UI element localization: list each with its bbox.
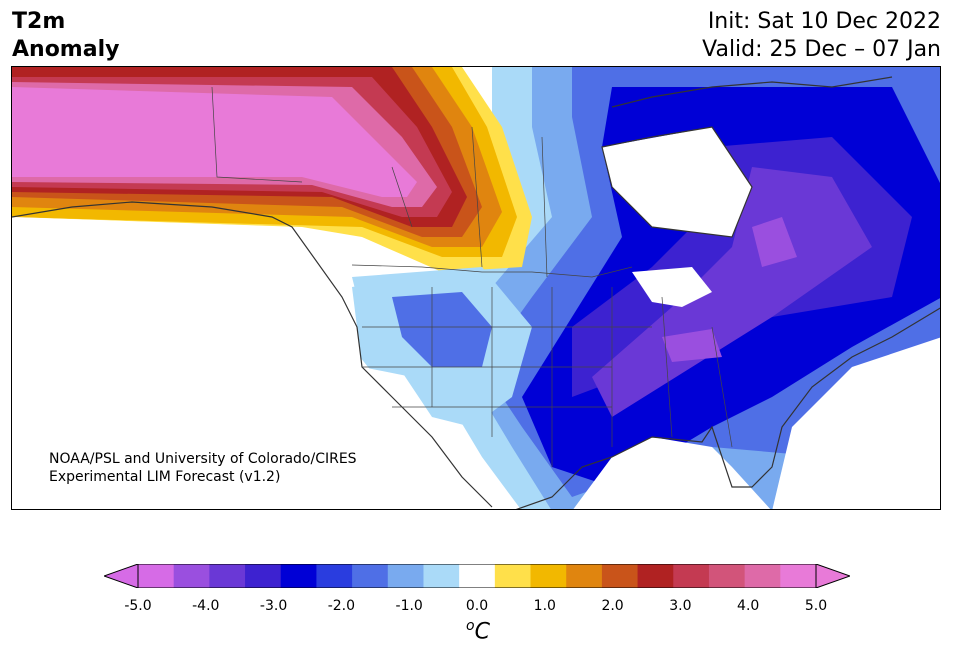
anomaly-map: NOAA/PSL and University of Colorado/CIRE… <box>11 66 941 510</box>
pacific-ocean <box>12 217 507 509</box>
colorbar-tick-label: -5.0 <box>124 598 152 614</box>
colorbar-cell <box>209 564 246 588</box>
political-borders <box>211 86 733 467</box>
violet-core-quebec <box>752 217 797 267</box>
colorbar-cell <box>423 564 460 588</box>
colorbar-tick-label: -1.0 <box>395 598 423 614</box>
colorbar-cell <box>637 564 674 588</box>
violet-core-ohio <box>662 329 722 362</box>
colorbar-cell <box>459 564 496 588</box>
map-title: T2m Anomaly <box>12 8 119 64</box>
west-blue <box>392 292 492 367</box>
credit-text: NOAA/PSL and University of Colorado/CIRE… <box>49 450 357 486</box>
atlantic-ocean <box>772 337 940 509</box>
forecast-dates: Init: Sat 10 Dec 2022 Valid: 25 Dec – 07… <box>702 8 941 64</box>
magenta-region <box>12 87 417 197</box>
colorbar-cell <box>780 564 817 588</box>
map-svg <box>12 67 940 509</box>
colorbar-cell <box>352 564 389 588</box>
colorbar-cell <box>280 564 317 588</box>
colorbar-cell <box>673 564 710 588</box>
great-lakes <box>632 267 712 307</box>
credit-line-1: NOAA/PSL and University of Colorado/CIRE… <box>49 451 357 467</box>
colorbar-cell <box>173 564 210 588</box>
colorbar-tick-label: 1.0 <box>533 598 556 614</box>
unit-superscript: o <box>466 618 475 634</box>
title-line-2: Anomaly <box>12 37 120 62</box>
colorbar-cell <box>387 564 424 588</box>
purple-region <box>592 167 872 417</box>
colorbar-cell <box>566 564 603 588</box>
colorbar-cell <box>245 564 282 588</box>
colorbar-cell <box>708 564 746 588</box>
colorbar-tick-label: -4.0 <box>192 598 220 614</box>
colorbar-cell <box>744 564 781 588</box>
colorbar-cell <box>138 564 175 588</box>
colorbar-unit: oC <box>466 618 490 644</box>
colorbar-cell <box>494 564 532 588</box>
colorbar-over-arrow <box>815 564 850 588</box>
colorbar-cell <box>530 564 567 588</box>
valid-range: Valid: 25 Dec – 07 Jan <box>702 37 941 62</box>
colorbar-tick-label: -2.0 <box>327 598 356 614</box>
colorbar-cell <box>601 564 639 588</box>
coastlines <box>12 76 940 509</box>
hudson-bay <box>602 127 752 237</box>
colorbar-under-arrow <box>104 564 139 588</box>
colorbar <box>104 564 850 588</box>
colorbar-tick-label: 2.0 <box>601 598 624 614</box>
gulf-of-mexico <box>573 437 771 509</box>
colorbar-tick-label: 5.0 <box>804 598 828 614</box>
colorbar-cells <box>138 564 817 588</box>
colorbar-cell <box>316 564 353 588</box>
title-line-1: T2m <box>12 9 66 34</box>
colorbar-outline <box>137 564 817 588</box>
colorbar-tick-label: 0.0 <box>465 598 489 614</box>
credit-line-2: Experimental LIM Forecast (v1.2) <box>49 469 281 485</box>
colorbar-tick-label: 4.0 <box>737 598 760 614</box>
unit-base: C <box>474 619 490 645</box>
init-date: Init: Sat 10 Dec 2022 <box>707 9 941 34</box>
colorbar-tick-label: 3.0 <box>669 598 692 614</box>
colorbar-tick-label: -3.0 <box>259 598 288 614</box>
